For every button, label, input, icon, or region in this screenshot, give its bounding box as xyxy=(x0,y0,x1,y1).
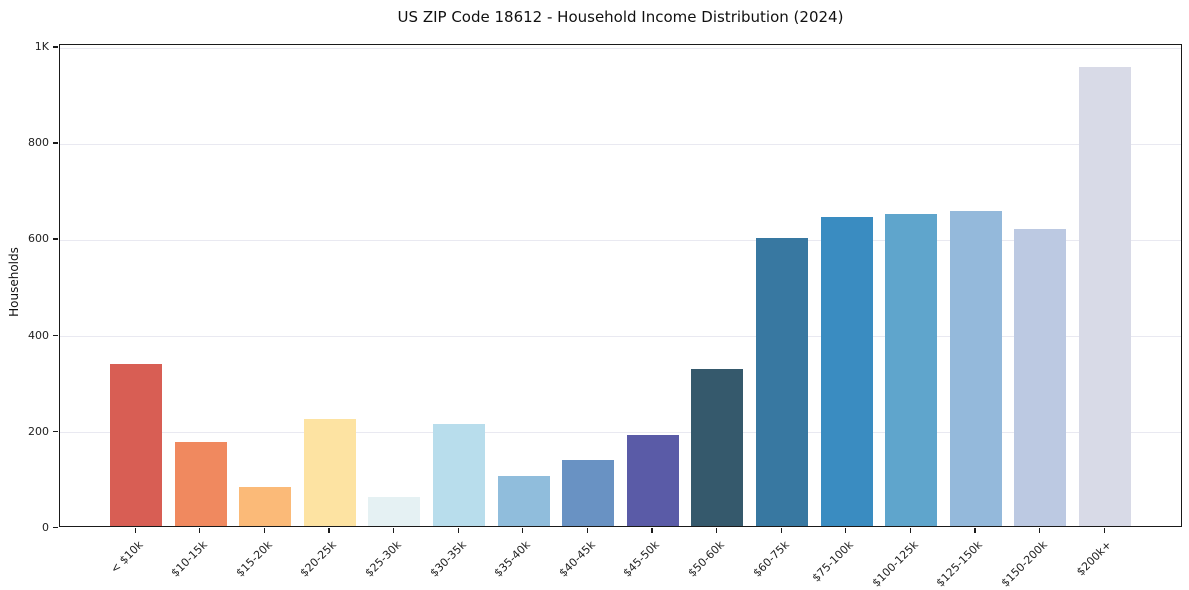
x-tick-mark xyxy=(909,528,911,533)
bar-$25-30k xyxy=(368,497,421,526)
bar-$45-50k xyxy=(626,434,679,526)
x-tick-mark xyxy=(1038,528,1041,533)
gridline xyxy=(60,336,1181,337)
bar-< $10k xyxy=(110,364,162,526)
bar-$150-200k xyxy=(1014,229,1067,526)
y-tick-mark xyxy=(53,430,58,432)
y-tick-mark xyxy=(53,142,58,144)
x-tick-label: $45-50k xyxy=(621,538,663,580)
x-tick-label: $25-30k xyxy=(362,538,404,580)
y-tick-label: 600 xyxy=(28,232,49,246)
y-tick-label: 1K xyxy=(34,40,49,54)
bar-$15-20k xyxy=(239,486,292,526)
bar-$40-45k xyxy=(562,459,615,526)
y-tick-label: 200 xyxy=(28,424,49,438)
x-tick-label: $15-20k xyxy=(233,538,275,580)
x-tick-label: $125-150k xyxy=(934,538,986,590)
y-tick-mark xyxy=(53,46,58,48)
x-tick-mark xyxy=(715,528,718,533)
y-axis-label: Households xyxy=(7,247,21,317)
x-tick-label: $150-200k xyxy=(998,538,1050,590)
x-tick-label: $75-100k xyxy=(809,538,857,585)
bar-$100-125k xyxy=(885,213,938,526)
x-tick-mark xyxy=(392,528,395,533)
chart-title: US ZIP Code 18612 - Household Income Dis… xyxy=(397,8,844,26)
gridline xyxy=(60,47,1181,49)
x-tick-label: $40-45k xyxy=(556,538,598,580)
bar-$125-150k xyxy=(949,210,1002,526)
x-tick-mark xyxy=(651,528,653,533)
x-tick-label: $60-75k xyxy=(750,538,792,580)
x-tick-mark xyxy=(974,528,976,533)
x-tick-mark xyxy=(263,528,265,533)
x-tick-mark xyxy=(199,528,201,533)
y-tick-mark xyxy=(53,238,58,240)
x-tick-mark xyxy=(134,528,136,533)
x-tick-label: $100-125k xyxy=(869,538,921,590)
x-tick-label: $20-25k xyxy=(298,538,340,580)
x-tick-mark xyxy=(457,528,459,533)
bar-$60-75k xyxy=(756,238,808,526)
x-tick-mark xyxy=(522,528,524,533)
x-tick-label: $50-60k xyxy=(685,538,727,580)
plot-area xyxy=(59,44,1182,527)
bar-$200k+ xyxy=(1079,67,1131,526)
x-tick-label: $10-15k xyxy=(168,538,211,580)
bar-$35-40k xyxy=(497,475,550,526)
bar-$50-60k xyxy=(691,368,744,526)
y-tick-mark xyxy=(53,334,58,336)
bar-$10-15k xyxy=(174,441,227,526)
x-tick-mark xyxy=(780,528,782,533)
x-tick-label: $200k+ xyxy=(1074,538,1115,579)
x-tick-label: $35-40k xyxy=(491,538,534,580)
x-tick-mark xyxy=(1103,528,1105,533)
gridline xyxy=(60,239,1181,241)
bar-$20-25k xyxy=(303,419,356,526)
x-tick-mark xyxy=(845,528,847,533)
x-tick-mark xyxy=(328,528,330,533)
x-tick-label: < $10k xyxy=(107,538,146,576)
y-tick-label: 400 xyxy=(28,328,49,342)
x-tick-label: $30-35k xyxy=(427,538,469,580)
y-tick-label: 0 xyxy=(42,520,49,534)
y-tick-label: 800 xyxy=(28,136,49,150)
bar-$30-35k xyxy=(433,424,485,526)
bar-$75-100k xyxy=(820,217,873,526)
y-tick-mark xyxy=(53,526,58,528)
gridline xyxy=(60,432,1181,433)
gridline xyxy=(60,143,1181,145)
x-tick-mark xyxy=(586,528,588,533)
